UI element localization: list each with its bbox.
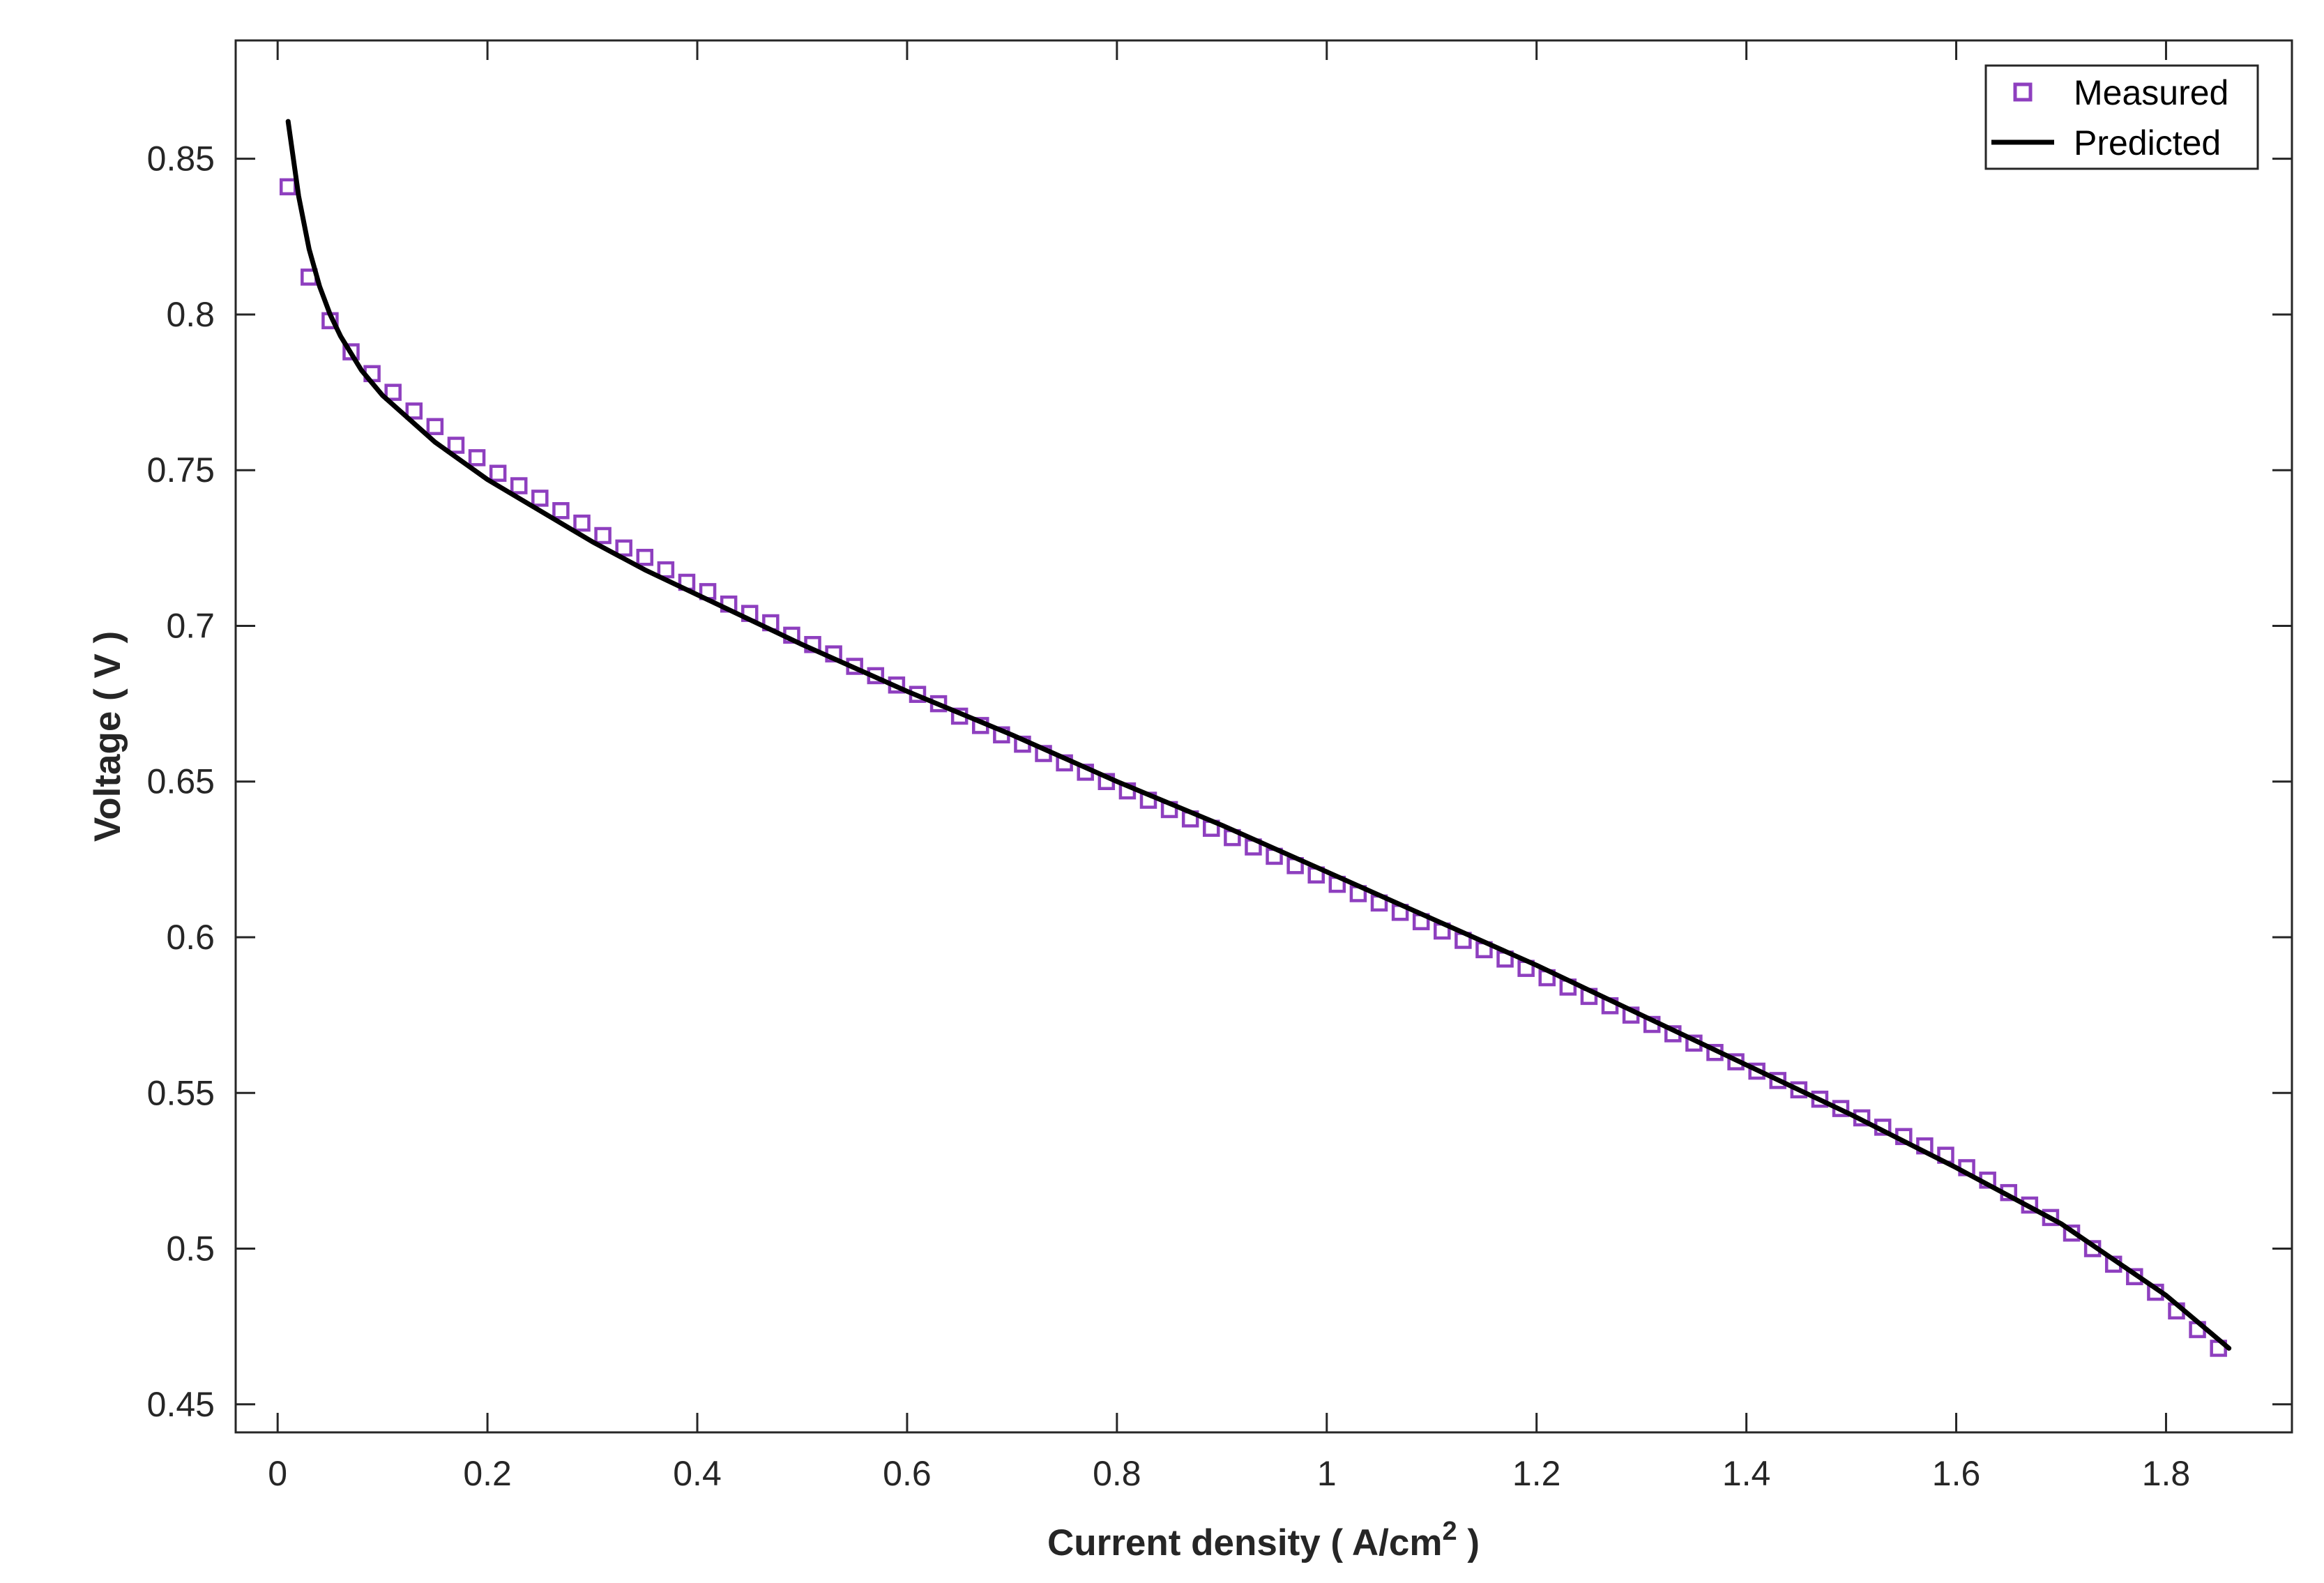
measured-point (615, 539, 632, 557)
x-tick-label: 0.6 (883, 1454, 932, 1493)
y-tick-label: 0.7 (166, 606, 215, 645)
x-axis-title-end: ) (1457, 1522, 1480, 1563)
y-axis-tick-labels: 0.45 0.5 0.55 0.6 0.65 0.7 0.75 0.8 0.85 (147, 139, 215, 1424)
measured-point (342, 343, 360, 361)
legend-measured-marker (2013, 82, 2033, 102)
x-tick-label: 0.8 (1093, 1454, 1141, 1493)
measured-point (405, 402, 423, 420)
x-axis-tick-labels: 0 0.2 0.4 0.6 0.8 1 1.2 1.4 1.6 1.8 (268, 1454, 2190, 1493)
series-predicted-line (285, 119, 2232, 1351)
y-tick-label: 0.5 (166, 1229, 215, 1268)
y-tick-label: 0.65 (147, 762, 215, 801)
x-axis-title: Current density ( A/cm2 ) (1047, 1517, 1480, 1563)
plot-frame (234, 39, 2293, 1434)
x-tick-label: 1 (1317, 1454, 1337, 1493)
x-tick-label: 1.8 (2142, 1454, 2191, 1493)
y-tick-label: 0.75 (147, 450, 215, 490)
measured-point (2042, 1209, 2060, 1227)
measured-point (447, 437, 465, 454)
x-tick-label: 1.2 (1512, 1454, 1561, 1493)
y-tick-label: 0.6 (166, 918, 215, 957)
x-axis-ticks (276, 40, 2167, 1432)
x-tick-label: 0.4 (673, 1454, 722, 1493)
measured-point (1811, 1090, 1829, 1108)
measured-point (426, 418, 444, 435)
legend: Measured Predicted (1984, 64, 2259, 170)
measured-point (552, 502, 570, 520)
x-tick-label: 1.6 (1932, 1454, 1981, 1493)
x-tick-label: 1.4 (1722, 1454, 1771, 1493)
x-tick-label: 0 (268, 1454, 287, 1493)
measured-point (636, 548, 654, 566)
x-axis-title-superscript: 2 (1442, 1517, 1457, 1546)
measured-point (1790, 1081, 1808, 1099)
measured-point (384, 384, 402, 401)
x-tick-label: 0.2 (463, 1454, 512, 1493)
measured-point (531, 490, 549, 507)
y-tick-label: 0.55 (147, 1073, 215, 1112)
measured-point (510, 477, 528, 494)
y-axis-title: Voltage ( V ) (87, 631, 128, 842)
y-tick-label: 0.85 (147, 139, 215, 179)
measured-point (468, 449, 486, 467)
measured-point (573, 514, 591, 532)
y-tick-label: 0.8 (166, 295, 215, 334)
measured-point (594, 527, 612, 545)
measured-point (489, 464, 507, 482)
x-axis-title-main: Current density ( A/cm (1047, 1522, 1442, 1563)
measured-point (657, 561, 675, 579)
y-tick-label: 0.45 (147, 1385, 215, 1424)
y-axis-ticks (236, 158, 2292, 1406)
legend-measured-label: Measured (2074, 73, 2228, 112)
legend-predicted-label: Predicted (2074, 123, 2221, 162)
